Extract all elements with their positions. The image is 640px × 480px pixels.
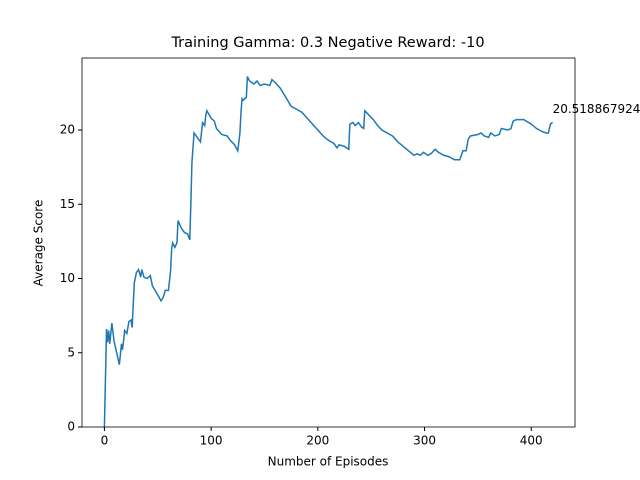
y-tick-label: 0	[67, 420, 75, 434]
x-axis-label: Number of Episodes	[268, 455, 389, 469]
y-tick-label: 5	[67, 345, 75, 359]
x-tick-label: 300	[413, 434, 436, 448]
y-tick-label: 15	[60, 197, 75, 211]
x-tick-label: 200	[306, 434, 329, 448]
x-tick-label: 0	[101, 434, 109, 448]
x-tick-label: 400	[520, 434, 543, 448]
plot-frame	[81, 57, 576, 428]
y-tick-label: 10	[60, 271, 75, 285]
chart-title: Training Gamma: 0.3 Negative Reward: -10	[170, 35, 484, 51]
line	[103, 76, 554, 428]
annotation: 20.518867924528302	[553, 102, 640, 116]
y-axis-label: Average Score	[32, 200, 46, 287]
x-tick-label: 100	[200, 434, 223, 448]
y-tick-label: 20	[60, 123, 75, 137]
